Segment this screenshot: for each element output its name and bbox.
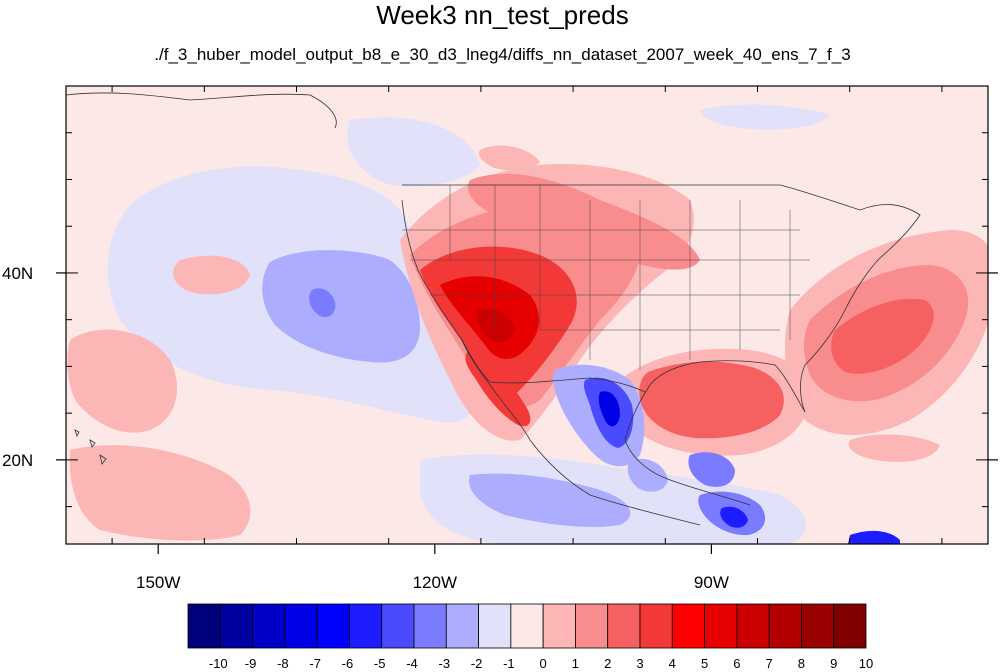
colorbar-swatch xyxy=(639,603,673,649)
mexico-blue-core xyxy=(598,391,620,427)
lon-tick-label: 120W xyxy=(413,573,457,592)
north-light-red xyxy=(478,145,540,171)
colorbar-label: 7 xyxy=(766,656,773,671)
colorbar-swatch xyxy=(833,603,867,649)
state-borders xyxy=(402,185,810,370)
lon-tick-label: 90W xyxy=(694,573,729,592)
page-subtitle: ./f_3_huber_model_output_b8_e_30_d3_lneg… xyxy=(154,45,851,64)
colorbar-swatch xyxy=(671,603,705,649)
colorbar-swatch xyxy=(736,603,770,649)
coastlines xyxy=(66,92,921,526)
mexico-south-blue xyxy=(627,458,668,492)
colorbar-label: 0 xyxy=(540,656,547,671)
page-title: Week3 nn_test_preds xyxy=(376,0,629,30)
baja-red xyxy=(465,350,531,427)
colorbar-swatch xyxy=(768,603,802,649)
colorbar-label: 1 xyxy=(572,656,579,671)
colorbar-label: -6 xyxy=(342,656,354,671)
hawaii-red-region-2 xyxy=(69,445,251,541)
colorbar-label: -10 xyxy=(209,656,228,671)
colorbar-label: 10 xyxy=(859,656,873,671)
plains-red xyxy=(468,173,700,270)
pacific-red-band xyxy=(173,255,250,295)
colorbar-swatch xyxy=(510,603,544,649)
pacific-blue-anomaly xyxy=(262,250,420,363)
colorbar-swatch xyxy=(607,603,641,649)
southwest-red-peak xyxy=(476,308,515,343)
colorbar-label: -5 xyxy=(374,656,386,671)
colorbar-label: -4 xyxy=(406,656,418,671)
colorbar-label: 2 xyxy=(604,656,611,671)
central-america-blue-core xyxy=(720,506,748,528)
pacific-light-blue-region-2 xyxy=(347,117,480,187)
atlantic-red-core xyxy=(831,298,934,374)
colorbar-swatch xyxy=(252,603,286,649)
colorbar-swatch xyxy=(316,603,350,649)
colorbar-label: -2 xyxy=(471,656,483,671)
colorbar-swatch xyxy=(187,603,221,649)
hawaii-red-region xyxy=(67,329,178,433)
colorbar-label: 9 xyxy=(830,656,837,671)
colorbar-label: -1 xyxy=(503,656,515,671)
colorbar-label: 6 xyxy=(733,656,740,671)
lat-tick-label: 40N xyxy=(2,264,33,283)
lon-tick-label: 150W xyxy=(136,573,180,592)
colorbar-swatch xyxy=(801,603,835,649)
colorbar-label: 3 xyxy=(636,656,643,671)
colorbar-swatch xyxy=(381,603,415,649)
colorbar-swatch xyxy=(219,603,253,649)
anomaly-field xyxy=(66,92,988,544)
colorbar-label: 4 xyxy=(669,656,676,671)
colorbar-label: -7 xyxy=(309,656,321,671)
colorbar-label: -8 xyxy=(277,656,289,671)
colorbar-swatch xyxy=(478,603,512,649)
north-light-blue xyxy=(700,104,830,130)
colorbar-swatch xyxy=(413,603,447,649)
lat-tick-label: 20N xyxy=(2,451,33,470)
colorbar-swatch xyxy=(542,603,576,649)
east-pacific-blue-core xyxy=(848,530,900,544)
gulf-red xyxy=(639,361,784,439)
colorbar-swatch xyxy=(445,603,479,649)
map-frame xyxy=(65,85,989,545)
colorbar: -10 -9 -8 -7 -6 -5 -4 -3 -2 -1 0 1 2 3 4 5 6 7 8 9 10 xyxy=(187,603,873,671)
central-america-blue xyxy=(469,473,631,527)
colorbar-swatch xyxy=(284,603,318,649)
colorbar-swatch xyxy=(704,603,738,649)
colorbar-swatch xyxy=(349,603,383,649)
central-america-blue-2 xyxy=(688,452,735,487)
colorbar-swatch xyxy=(575,603,609,649)
colorbar-label: -9 xyxy=(245,656,257,671)
colorbar-label: 8 xyxy=(798,656,805,671)
map-axes: 40N 20N 150W 120W 90W xyxy=(2,86,998,592)
atlantic-red-tail xyxy=(848,434,940,462)
colorbar-label: 5 xyxy=(701,656,708,671)
pacific-blue-core xyxy=(309,288,336,318)
colorbar-label: -3 xyxy=(439,656,451,671)
